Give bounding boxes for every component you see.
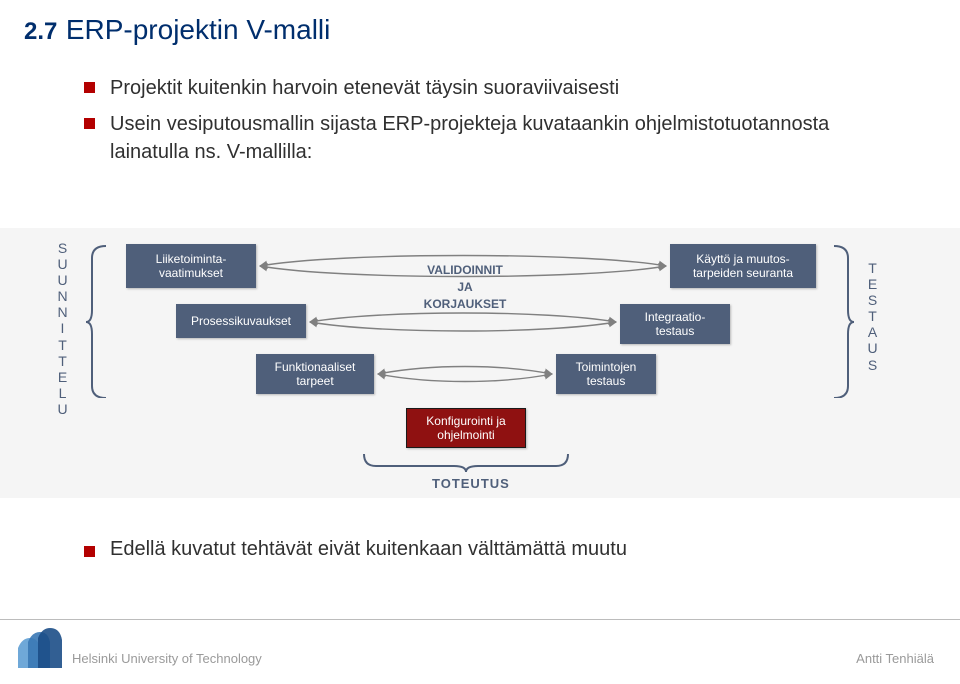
bottom-bracket-icon — [360, 452, 572, 472]
bullet-square-icon — [84, 118, 95, 129]
bullet-1-text: Projektit kuitenkin harvoin etenevät täy… — [110, 77, 619, 99]
right-box-2: Toimintojentestaus — [556, 354, 656, 394]
university-logo-icon — [18, 628, 62, 668]
right-box-0: Käyttö ja muutos-tarpeiden seuranta — [670, 244, 816, 288]
bullet-square-icon — [84, 82, 95, 93]
diagram-background: SUUNNITTELU TESTAUS — [0, 228, 960, 498]
final-bullet-text: Edellä kuvatut tehtävät eivät kuitenkaan… — [110, 538, 627, 560]
config-box: Konfigurointi jaohjelmointi — [406, 408, 526, 448]
left-box-0: Liiketoiminta-vaatimukset — [126, 244, 256, 288]
bullet-square-icon — [84, 546, 95, 557]
bullet-1: Projektit kuitenkin harvoin etenevät täy… — [110, 74, 890, 102]
footer-right-text: Antti Tenhiälä — [856, 651, 934, 666]
slide: 2.7 ERP-projektin V-malli Projektit kuit… — [0, 0, 960, 684]
center-line-3: KORJAUKSET — [410, 296, 520, 313]
center-line-1: VALIDOINNIT — [410, 262, 520, 279]
body-text: Projektit kuitenkin harvoin etenevät täy… — [0, 46, 960, 166]
title-row: 2.7 ERP-projektin V-malli — [0, 0, 960, 46]
section-number: 2.7 — [24, 18, 57, 45]
left-box-2: Funktionaalisettarpeet — [256, 354, 374, 394]
bullet-2-text: Usein vesiputousmallin sijasta ERP-proje… — [110, 113, 829, 163]
left-box-1: Prosessikuvaukset — [176, 304, 306, 338]
slide-title: ERP-projektin V-malli — [66, 14, 331, 45]
footer-left-text: Helsinki University of Technology — [72, 651, 262, 666]
center-label: VALIDOINNIT JA KORJAUKSET — [410, 262, 520, 312]
center-line-2: JA — [410, 279, 520, 296]
footer-left: Helsinki University of Technology — [18, 628, 262, 666]
bullet-2: Usein vesiputousmallin sijasta ERP-proje… — [110, 110, 890, 166]
v-model-diagram: SUUNNITTELU TESTAUS — [40, 236, 920, 486]
toteutus-label: TOTEUTUS — [432, 476, 510, 491]
final-bullet: Edellä kuvatut tehtävät eivät kuitenkaan… — [110, 538, 627, 561]
right-box-1: Integraatio-testaus — [620, 304, 730, 344]
footer: Helsinki University of Technology Antti … — [0, 619, 960, 666]
